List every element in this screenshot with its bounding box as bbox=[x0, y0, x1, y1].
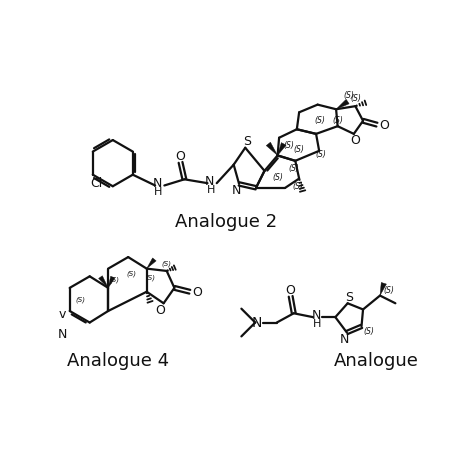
Text: H: H bbox=[154, 187, 163, 197]
Text: N: N bbox=[205, 175, 215, 188]
Text: (S): (S) bbox=[364, 327, 374, 336]
Text: (S): (S) bbox=[343, 91, 354, 100]
Polygon shape bbox=[99, 276, 108, 288]
Text: S: S bbox=[243, 135, 251, 148]
Text: (S): (S) bbox=[126, 271, 136, 277]
Text: (S): (S) bbox=[283, 141, 294, 150]
Text: Analogue 2: Analogue 2 bbox=[175, 213, 277, 231]
Text: Cl: Cl bbox=[90, 177, 102, 191]
Text: (S): (S) bbox=[315, 150, 326, 159]
Polygon shape bbox=[336, 99, 349, 109]
Text: O: O bbox=[285, 284, 295, 297]
Text: v: v bbox=[59, 308, 66, 321]
Text: (S): (S) bbox=[314, 116, 325, 125]
Text: (S): (S) bbox=[350, 94, 361, 103]
Polygon shape bbox=[278, 143, 286, 155]
Text: N: N bbox=[153, 177, 162, 191]
Text: Analogue: Analogue bbox=[334, 352, 419, 370]
Polygon shape bbox=[146, 258, 156, 269]
Text: Analogue 4: Analogue 4 bbox=[67, 352, 169, 370]
Text: N: N bbox=[232, 184, 241, 197]
Text: (S): (S) bbox=[162, 261, 172, 267]
Polygon shape bbox=[266, 142, 278, 155]
Text: H: H bbox=[313, 319, 321, 329]
Text: O: O bbox=[155, 304, 165, 317]
Text: (S): (S) bbox=[294, 145, 305, 154]
Text: S: S bbox=[345, 291, 353, 304]
Polygon shape bbox=[380, 283, 386, 296]
Text: O: O bbox=[380, 119, 390, 132]
Text: O: O bbox=[192, 286, 202, 299]
Text: (S): (S) bbox=[272, 173, 283, 182]
Polygon shape bbox=[108, 276, 115, 288]
Text: N: N bbox=[340, 333, 349, 346]
Text: (S): (S) bbox=[76, 296, 86, 303]
Text: (S): (S) bbox=[288, 164, 299, 173]
Text: (S): (S) bbox=[146, 274, 155, 281]
Text: O: O bbox=[175, 150, 185, 163]
Text: (S): (S) bbox=[332, 116, 343, 125]
Text: (S): (S) bbox=[109, 277, 119, 283]
Text: (S): (S) bbox=[384, 286, 395, 295]
Text: N: N bbox=[252, 316, 262, 329]
Text: H: H bbox=[206, 185, 215, 195]
Text: (S): (S) bbox=[292, 182, 303, 191]
Text: N: N bbox=[58, 328, 67, 341]
Text: O: O bbox=[350, 134, 360, 147]
Text: N: N bbox=[312, 309, 321, 322]
